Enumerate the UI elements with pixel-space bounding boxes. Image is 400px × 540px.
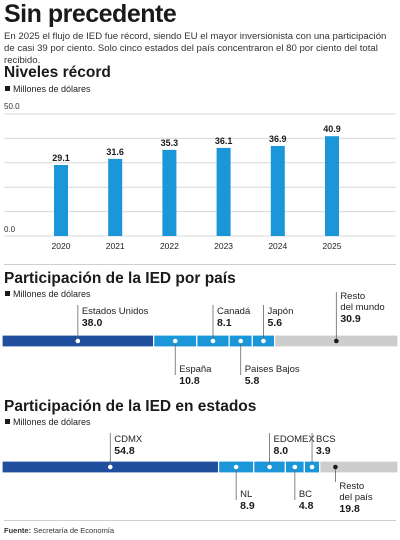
unit-label: Millones de dólares [13, 289, 91, 299]
section-title-countries: Participación de la IED por país [4, 270, 236, 287]
segment-dot [233, 464, 239, 470]
segment-dot [75, 338, 81, 344]
bar-value-label: 31.6 [106, 147, 124, 157]
segment-dot [210, 338, 216, 344]
x-tick-label: 2023 [214, 241, 233, 251]
segment-value: 5.6 [267, 317, 282, 329]
x-tick-label: 2022 [160, 241, 179, 251]
divider [4, 264, 396, 265]
segment-label: del país [339, 492, 373, 503]
x-tick-label: 2025 [323, 241, 342, 251]
y-tick-label: 50.0 [4, 102, 20, 111]
bar [54, 164, 68, 236]
segment-label: Paises Bajos [245, 364, 300, 375]
bar-value-label: 40.9 [323, 124, 341, 134]
segment-label: Resto [339, 481, 364, 492]
page-title: Sin precedente [4, 0, 177, 28]
bullet-marker-icon [5, 419, 10, 424]
segment-label: EDOMEX [274, 434, 316, 445]
segment-label: Estados Unidos [82, 306, 149, 317]
segment-label: NL [240, 489, 252, 500]
bar-value-label: 36.9 [269, 134, 287, 144]
segment-dot [334, 338, 339, 344]
bar-value-label: 29.1 [52, 153, 70, 163]
x-tick-label: 2024 [268, 241, 287, 251]
bar [108, 158, 123, 236]
source-label: Fuente: [4, 526, 32, 535]
segment-dot [261, 338, 266, 344]
section-unit-states: Millones de dólares [5, 417, 91, 427]
segment-dot [172, 338, 178, 344]
segment-label: Canadá [217, 306, 251, 317]
bar [216, 147, 231, 236]
intro-text: En 2025 el flujo de IED fue récord, sien… [4, 31, 387, 66]
bar-value-label: 36.1 [215, 136, 233, 146]
divider [4, 520, 396, 521]
segment-value: 30.9 [340, 313, 361, 325]
segment-dot [333, 464, 338, 470]
segment-label: del mundo [340, 302, 384, 313]
bar [270, 145, 285, 236]
segment-value: 3.9 [316, 445, 331, 457]
segment-value: 54.8 [114, 445, 135, 457]
bullet-marker-icon [5, 291, 10, 296]
segment-value: 8.9 [240, 500, 255, 512]
segment-label: España [179, 364, 212, 375]
stacked-segment [319, 460, 399, 474]
segment-value: 4.8 [299, 500, 314, 512]
bar-value-label: 35.3 [161, 138, 179, 148]
segment-value: 38.0 [82, 317, 103, 329]
source-note: Fuente: Secretaría de Economía [4, 526, 114, 535]
segment-label: CDMX [114, 434, 143, 445]
bar [325, 136, 339, 236]
x-tick-label: 2021 [106, 241, 125, 251]
segment-value: 8.0 [274, 445, 289, 457]
unit-label: Millones de dólares [13, 84, 91, 94]
segment-label: Resto [340, 291, 365, 302]
segment-dot [292, 464, 298, 470]
source-text: Secretaría de Economía [33, 526, 115, 535]
segment-value: 19.8 [339, 503, 360, 515]
segment-value: 10.8 [179, 375, 200, 387]
segment-value: 5.8 [245, 375, 260, 387]
y-tick-label: 0.0 [4, 225, 16, 234]
x-tick-label: 2020 [52, 241, 71, 251]
section-title-states: Participación de la IED en estados [4, 398, 257, 415]
segment-value: 8.1 [217, 317, 232, 329]
segment-label: Japón [267, 306, 293, 317]
segment-label: BC [299, 489, 312, 500]
segment-label: BCS [316, 434, 336, 445]
section-title-records: Niveles récord [4, 64, 111, 81]
section-unit-records: Millones de dólares [5, 84, 91, 94]
segment-dot [107, 464, 113, 470]
segment-dot [238, 338, 244, 344]
section-unit-countries: Millones de dólares [5, 289, 91, 299]
segment-dot [309, 464, 315, 470]
bar [162, 149, 177, 236]
unit-label: Millones de dólares [13, 417, 91, 427]
bullet-marker-icon [5, 86, 10, 91]
segment-dot [267, 464, 272, 470]
